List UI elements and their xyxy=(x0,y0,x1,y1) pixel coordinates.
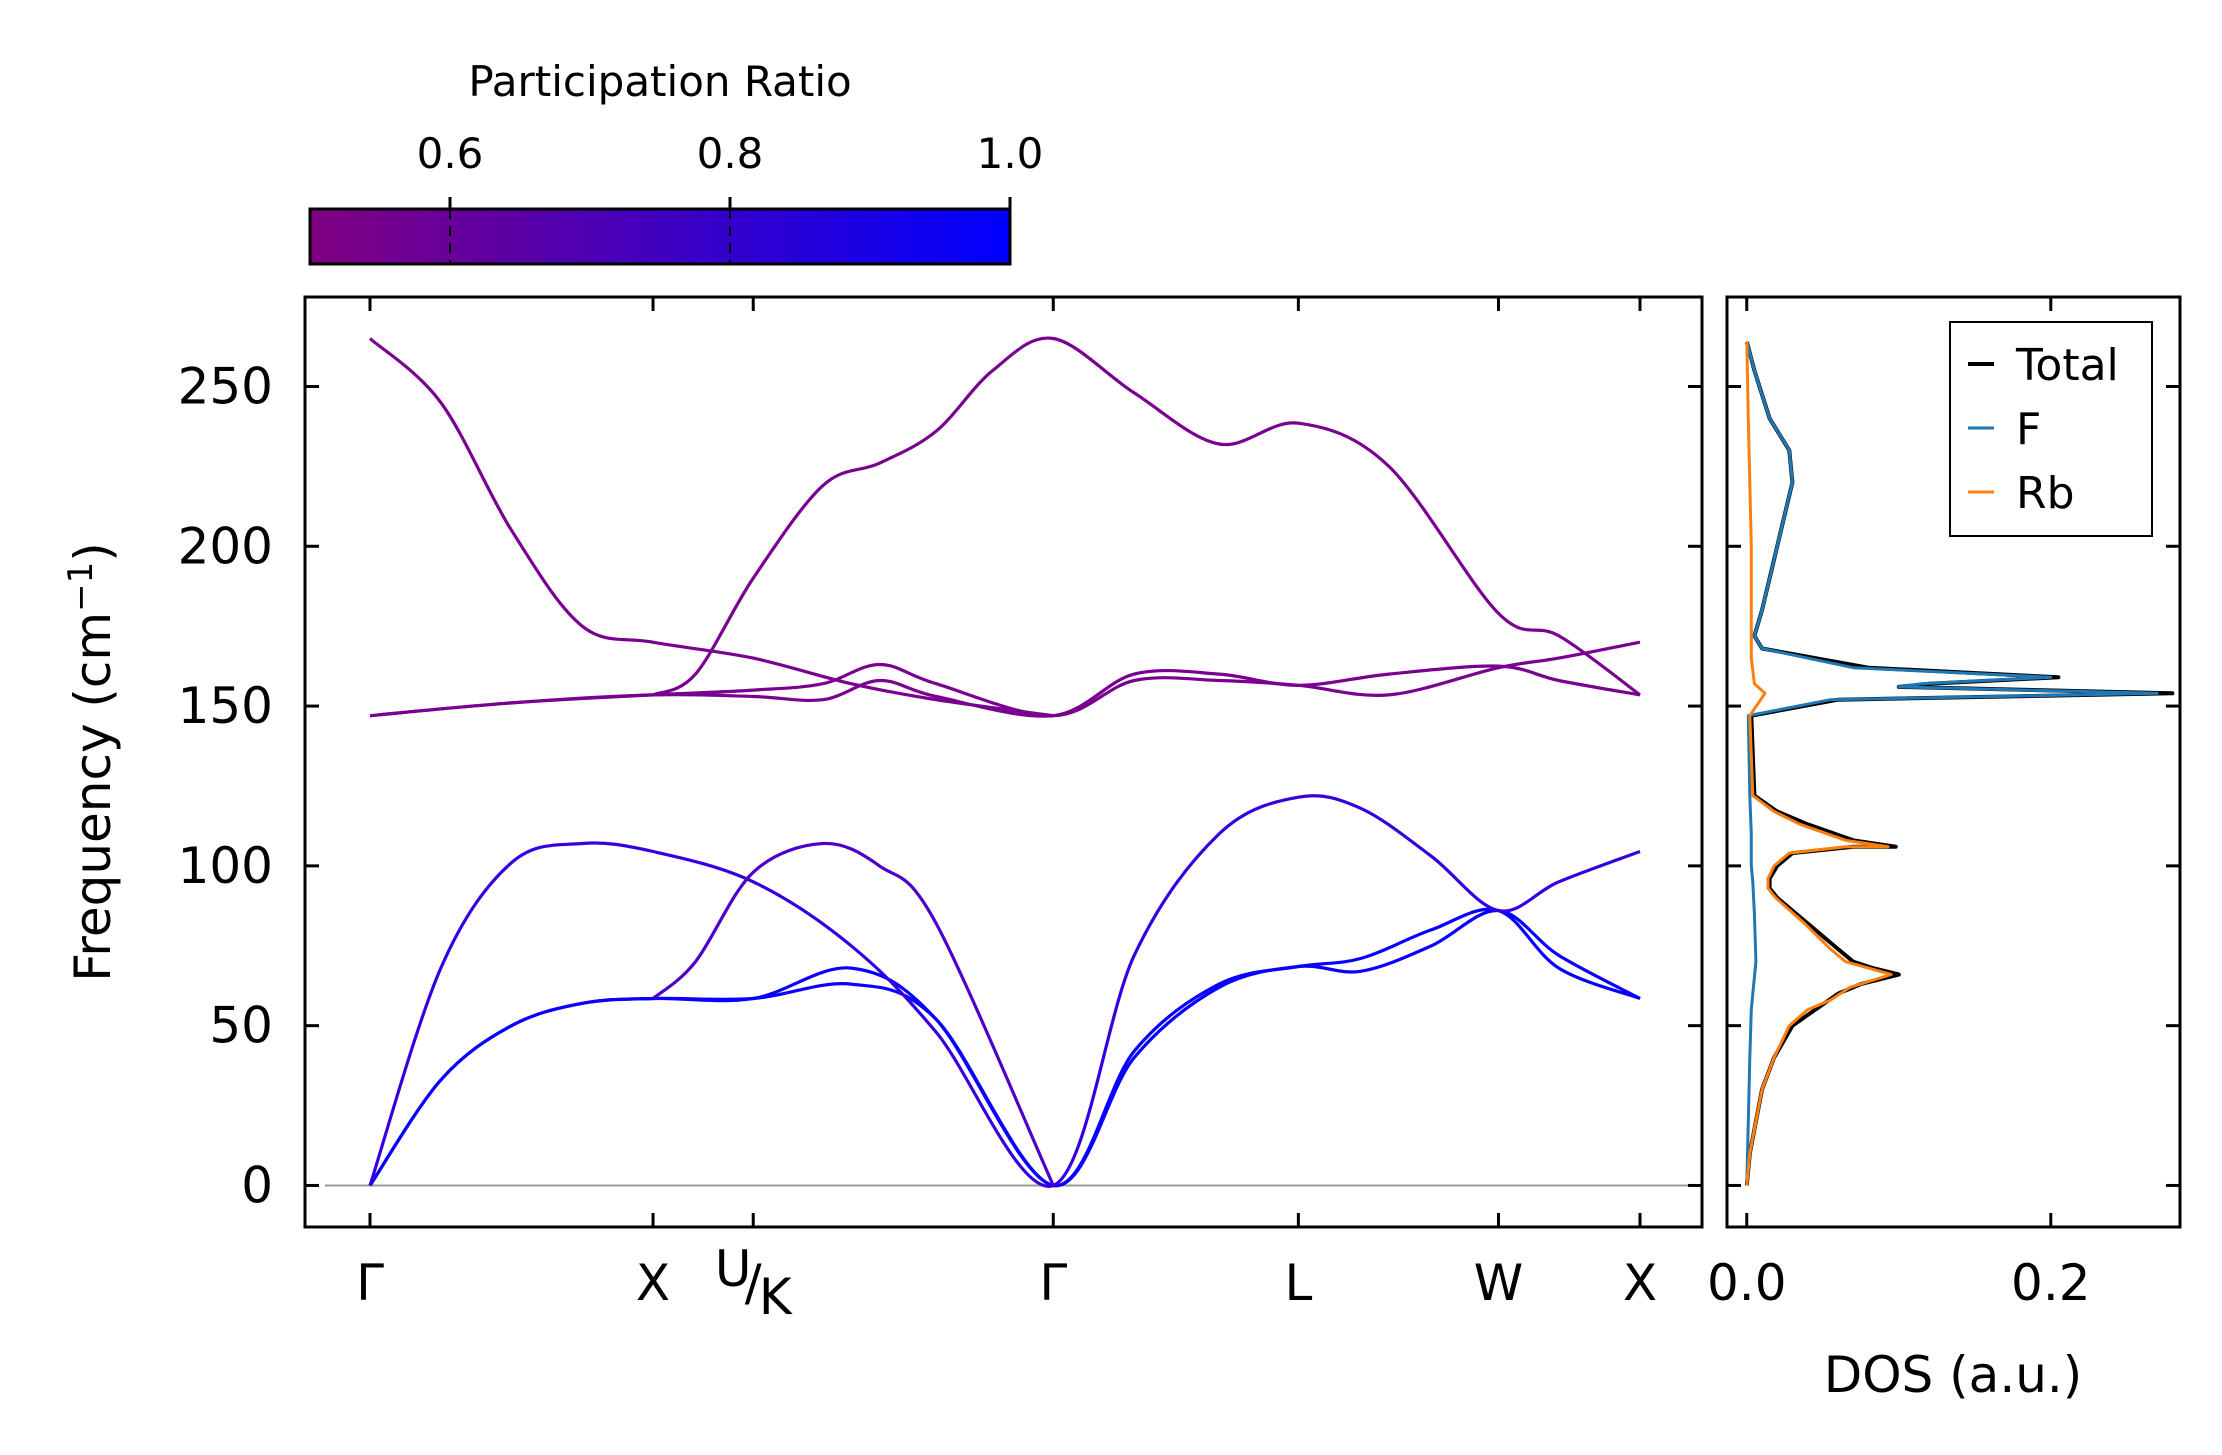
k-point-label: X xyxy=(1623,1254,1657,1312)
band-acoustic-2 xyxy=(368,907,1641,1188)
band-acoustic-4 xyxy=(651,841,1055,1187)
y-tick-label: 0 xyxy=(241,1156,273,1214)
dos-frame xyxy=(1725,295,2182,1229)
dos-x-tick-label: 0.2 xyxy=(2011,1254,2091,1312)
y-tick-label: 100 xyxy=(178,837,273,895)
dos-legend: Total F Rb xyxy=(1949,321,2153,537)
y-tick-label: 50 xyxy=(209,997,273,1055)
y-tick-label: 250 xyxy=(178,357,273,415)
legend-label-Total: Total xyxy=(2015,340,2119,391)
colorbar-gradient xyxy=(308,207,1012,266)
dos-line-Rb xyxy=(1745,341,1893,1186)
colorbar-tick-label: 0.6 xyxy=(417,129,484,178)
band-frame xyxy=(303,295,1704,1229)
y-tick-label: 200 xyxy=(178,517,273,575)
legend-label-F: F xyxy=(2016,404,2041,455)
colorbar-title: Participation Ratio xyxy=(468,57,851,106)
band-acoustic-3 xyxy=(368,794,1641,1188)
k-point-separator: / xyxy=(745,1254,762,1312)
k-point-label-k: K xyxy=(759,1268,793,1326)
k-point-label: Γ xyxy=(356,1254,384,1312)
dos-panel: 0.0 0.2 DOS (a.u.) Total F Rb xyxy=(1707,295,2182,1404)
band-optical-3 xyxy=(368,337,1054,718)
y-tick-label: 150 xyxy=(178,677,273,735)
legend-label-Rb: Rb xyxy=(2016,468,2075,519)
y-axis-title: Frequency (cm−1) xyxy=(61,542,122,982)
dos-x-axis-title: DOS (a.u.) xyxy=(1824,1346,2083,1404)
dos-x-tick-label: 0.0 xyxy=(1707,1254,1787,1312)
k-point-label: L xyxy=(1284,1254,1312,1312)
band-optical-1 xyxy=(369,640,1641,718)
dos-line-F xyxy=(1745,341,2159,1186)
k-point-label: Γ xyxy=(1039,1254,1067,1312)
band-optical-4 xyxy=(652,336,1641,697)
k-point-label: W xyxy=(1474,1254,1523,1312)
k-point-label-u: U xyxy=(715,1240,752,1298)
k-point-label: X xyxy=(636,1254,670,1312)
colorbar-tick-label: 1.0 xyxy=(977,129,1044,178)
colorbar: Participation Ratio 0.6 0.8 1.0 xyxy=(308,57,1044,266)
colorbar-tick-label: 0.8 xyxy=(697,129,764,178)
